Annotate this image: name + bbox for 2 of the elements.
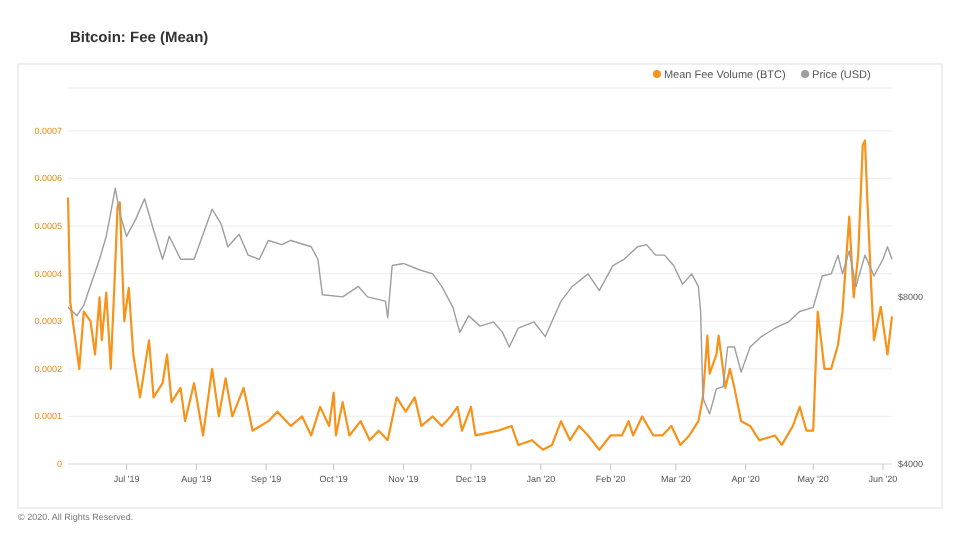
line-series bbox=[67, 187, 893, 415]
line-series bbox=[66, 139, 894, 451]
